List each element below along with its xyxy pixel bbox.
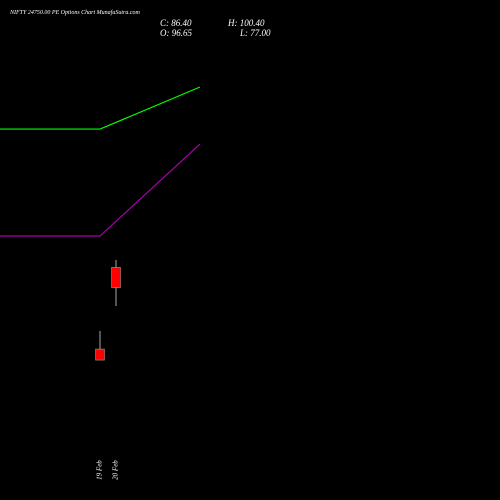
x-tick-label: 20 Feb — [112, 460, 120, 480]
high-stat: H: 100.40 — [227, 18, 265, 28]
x-tick-label: 19 Feb — [96, 460, 104, 480]
open-stat: O: 96.65 — [160, 28, 192, 38]
low-stat: L: 77.00 — [239, 28, 271, 38]
candle-body — [95, 348, 105, 361]
close-stat: C: 86.40 — [160, 18, 192, 28]
chart-title: NIFTY 24750.00 PE Options Chart MunafaSu… — [9, 9, 141, 16]
candle-body — [111, 267, 121, 288]
moving-average-line — [0, 143, 201, 237]
moving-average-line — [0, 86, 201, 130]
